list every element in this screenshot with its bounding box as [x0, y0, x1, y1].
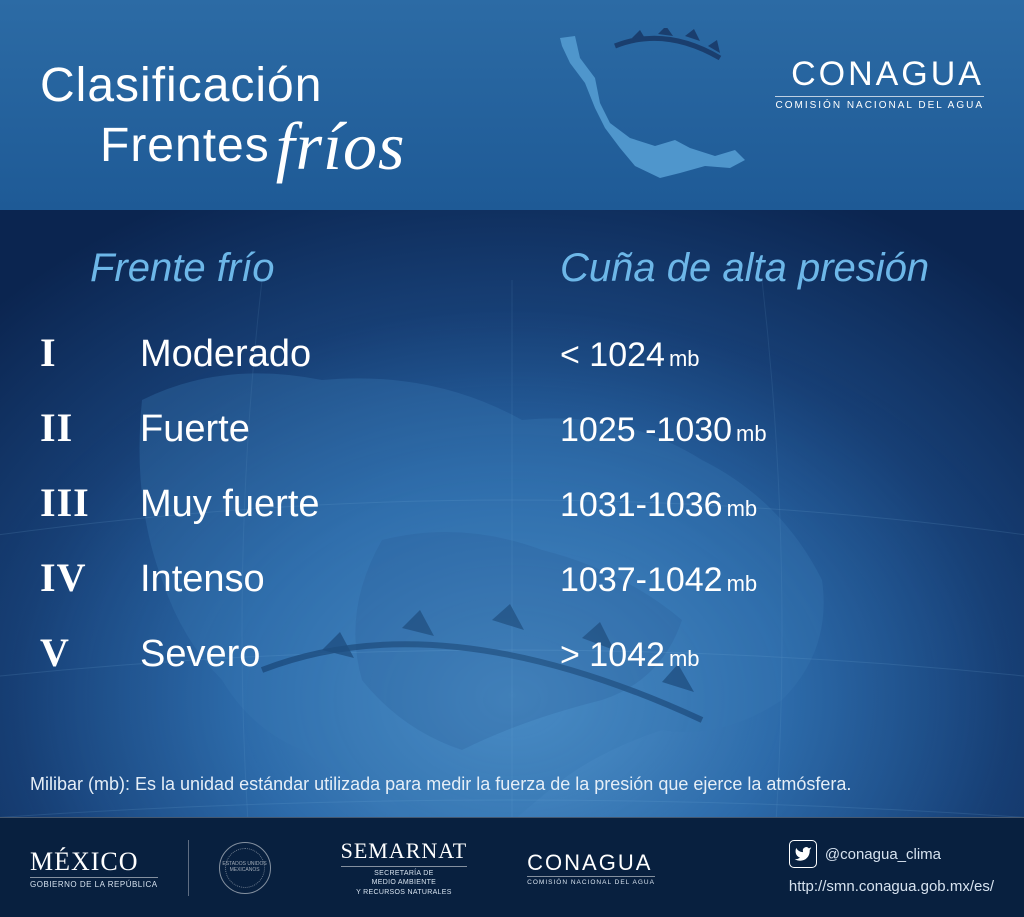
conagua-logo: CONAGUA COMISIÓN NACIONAL DEL AGUA — [775, 55, 984, 111]
conagua-sub: COMISIÓN NACIONAL DEL AGUA — [775, 96, 984, 111]
footer-band: MÉXICO GOBIERNO DE LA REPÚBLICA ESTADOS … — [0, 817, 1024, 917]
footer-conagua-logo: CONAGUA COMISIÓN NACIONAL DEL AGUA — [527, 850, 655, 886]
row-label: Moderado — [140, 333, 560, 376]
title-line1: Clasificación — [40, 58, 405, 113]
footer-url: http://smn.conagua.gob.mx/es/ — [789, 878, 994, 895]
row-numeral: IV — [40, 554, 140, 601]
conagua-brand: CONAGUA — [775, 55, 984, 94]
row-label: Fuerte — [140, 408, 560, 451]
twitter-icon — [789, 840, 817, 868]
row-numeral: I — [40, 329, 140, 376]
title-line2-a: Frentes — [100, 119, 270, 172]
semarnat-sub: SECRETARÍA DE MEDIO AMBIENTE Y RECURSOS … — [341, 866, 468, 896]
semarnat-brand: SEMARNAT — [341, 838, 468, 864]
footer-divider — [188, 840, 189, 896]
conagua-footer-sub: COMISIÓN NACIONAL DEL AGUA — [527, 876, 655, 886]
mexico-brand: MÉXICO — [30, 847, 158, 877]
table-row: II Fuerte 1025 -1030mb — [40, 404, 964, 451]
header-band: Clasificación Frentesfríos CONAGUA COMIS… — [0, 0, 1024, 210]
footer-mexico-logo: MÉXICO GOBIERNO DE LA REPÚBLICA — [30, 847, 158, 889]
classification-rows: I Moderado < 1024mb II Fuerte 1025 -1030… — [0, 329, 1024, 676]
twitter-handle: @conagua_clima — [825, 846, 941, 863]
row-label: Intenso — [140, 558, 560, 601]
footnote: Milibar (mb): Es la unidad estándar util… — [30, 774, 994, 795]
row-value: 1031-1036mb — [560, 486, 757, 525]
table-row: IV Intenso 1037-1042mb — [40, 554, 964, 601]
mexico-sub: GOBIERNO DE LA REPÚBLICA — [30, 877, 158, 889]
row-label: Severo — [140, 633, 560, 676]
main-panel: Frente frío Cuña de alta presión I Moder… — [0, 210, 1024, 817]
title-line2-b: fríos — [276, 108, 406, 184]
col-header-right: Cuña de alta presión — [560, 246, 964, 291]
row-value: > 1042mb — [560, 636, 700, 675]
title-block: Clasificación Frentesfríos — [40, 58, 405, 186]
row-value: 1037-1042mb — [560, 561, 757, 600]
row-label: Muy fuerte — [140, 483, 560, 526]
footer-semarnat-logo: SEMARNAT SECRETARÍA DE MEDIO AMBIENTE Y … — [341, 838, 468, 896]
table-row: I Moderado < 1024mb — [40, 329, 964, 376]
footer-right: @conagua_clima http://smn.conagua.gob.mx… — [789, 840, 994, 895]
twitter-line: @conagua_clima — [789, 840, 994, 868]
row-value: < 1024mb — [560, 336, 700, 375]
col-header-left: Frente frío — [90, 246, 560, 291]
title-line2: Frentesfríos — [100, 107, 405, 186]
row-numeral: III — [40, 479, 140, 526]
row-numeral: V — [40, 629, 140, 676]
row-numeral: II — [40, 404, 140, 451]
table-row: V Severo > 1042mb — [40, 629, 964, 676]
conagua-footer-brand: CONAGUA — [527, 850, 655, 876]
row-value: 1025 -1030mb — [560, 411, 767, 450]
column-headers: Frente frío Cuña de alta presión — [0, 210, 1024, 301]
mexico-map-icon — [540, 28, 770, 193]
mexico-seal-icon: ESTADOS UNIDOS MEXICANOS — [219, 842, 271, 894]
table-row: III Muy fuerte 1031-1036mb — [40, 479, 964, 526]
